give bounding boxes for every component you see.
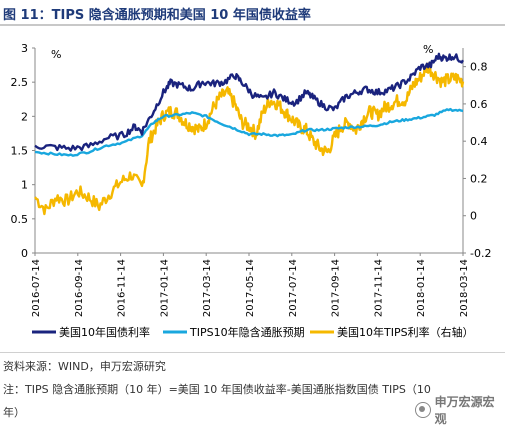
y-left-tick-label: 1.5	[11, 145, 29, 158]
x-tick-label: 2018-01-14	[416, 259, 427, 317]
legend-label-1: TIPS10年隐含通胀预期	[189, 325, 305, 339]
wechat-icon	[415, 402, 431, 418]
y-left-unit: %	[51, 48, 61, 61]
y-left-tick-label: 3	[21, 42, 28, 55]
y-left-tick-label: 0	[21, 247, 28, 260]
source-note: 资料来源：WIND，申万宏源研究	[3, 360, 166, 373]
series-line-1	[34, 107, 464, 157]
figure-title-bar: 图 11：TIPS 隐含通胀预期和美国 10 年国债收益率	[0, 0, 505, 26]
watermark: 申万宏源宏观	[415, 393, 505, 427]
y-right-tick-label: 0	[470, 210, 477, 223]
x-tick-label: 2017-01-14	[159, 259, 170, 317]
x-tick-label: 2016-07-14	[31, 259, 42, 317]
series-line-2	[34, 62, 465, 216]
y-right-tick-label: 0.8	[470, 61, 488, 74]
divider	[0, 352, 505, 353]
x-tick-label: 2016-09-14	[74, 259, 85, 317]
line-chart: 0 0.5 1 1.5 2 2.5 3 -0.2 0 0.2 0.4 0.6 0.8% % 2016-07-…	[11, 42, 492, 339]
y-right-tick-label: 0.2	[470, 172, 488, 185]
legend-label-0: 美国10年国债利率	[59, 325, 150, 339]
x-tick-label: 2017-03-14	[202, 259, 213, 317]
watermark-text: 申万宏源宏观	[434, 395, 495, 426]
y-right-tick-label: -0.2	[470, 247, 491, 260]
figure-title: 图 11：TIPS 隐含通胀预期和美国 10 年国债收益率	[3, 8, 311, 23]
footnote-continued: 年）	[3, 406, 25, 419]
y-right-unit: %	[423, 43, 433, 56]
x-tick-label: 2017-05-14	[245, 259, 256, 317]
y-left-tick-label: 2.5	[11, 76, 29, 89]
y-right-tick-label: 0.6	[470, 98, 488, 111]
x-tick-label: 2018-03-14	[459, 259, 470, 317]
x-tick-label: 2017-09-14	[331, 259, 342, 317]
y-left-tick-label: 2	[21, 110, 28, 123]
y-right-tick-label: 0.4	[470, 135, 488, 148]
y-left-tick-label: 1	[21, 179, 28, 192]
legend-label-2: 美国10年TIPS利率（右轴）	[337, 325, 474, 339]
x-tick-label: 2016-11-14	[117, 259, 128, 317]
footnote: 注：TIPS 隐含通胀预期（10 年）=美国 10 年国债收益率-美国通胀指数国…	[3, 383, 431, 396]
x-tick-label: 2017-07-14	[288, 259, 299, 317]
y-left-tick-label: 0.5	[11, 213, 29, 226]
series-line-0	[34, 52, 465, 152]
x-tick-label: 2017-11-14	[373, 259, 384, 317]
